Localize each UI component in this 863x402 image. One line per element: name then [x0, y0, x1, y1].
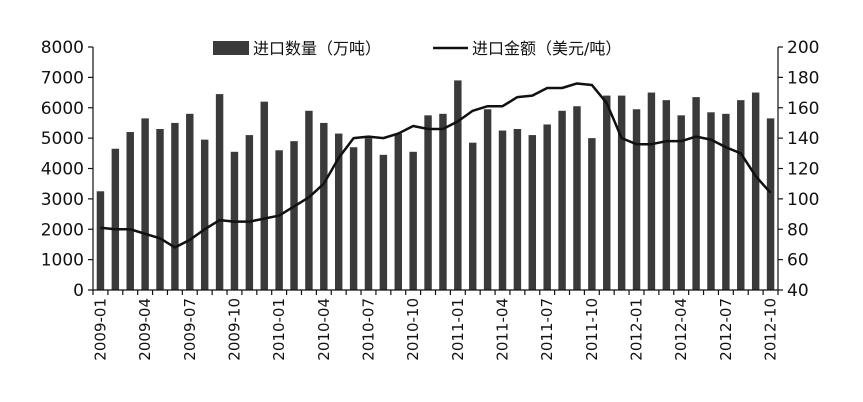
x-tick-label: 2012-04 — [672, 298, 690, 361]
right-tick-label: 80 — [787, 220, 809, 240]
bar-2010-12 — [439, 113, 447, 290]
legend: 进口数量（万吨） 进口金额（美元/吨） — [213, 39, 621, 58]
bar-2010-04 — [320, 122, 328, 290]
bar-2011-03 — [483, 109, 492, 290]
right-tick-label: 180 — [787, 68, 819, 88]
x-tick-label: 2009-07 — [181, 298, 199, 361]
bar-2009-02 — [111, 148, 120, 290]
bar-2009-06 — [171, 122, 179, 290]
line-price — [100, 82, 772, 249]
bar-2009-03 — [126, 132, 134, 290]
bar-2012-08 — [737, 100, 745, 290]
bar-2012-02 — [647, 92, 656, 290]
bar-2012-06 — [707, 112, 715, 291]
bar-2011-10 — [588, 138, 596, 290]
left-tick-label: 3000 — [41, 190, 84, 210]
bar-2010-05 — [334, 133, 343, 290]
x-tick-label: 2009-10 — [225, 298, 243, 361]
left-tick-label: 5000 — [41, 129, 84, 149]
left-tick-label: 2000 — [41, 220, 84, 240]
bar-2010-08 — [379, 154, 388, 290]
bar-series — [96, 80, 775, 291]
x-tick-label: 2010-10 — [404, 298, 422, 361]
axes: 0 1000 2000 3000 4000 5000 6000 7000 8000 40 60 80 1… — [41, 38, 820, 361]
x-tick-label: 2012-01 — [628, 298, 646, 361]
left-tick-label: 4000 — [41, 160, 84, 180]
bar-2010-06 — [349, 147, 358, 290]
bar-2009-04 — [141, 118, 149, 290]
bar-2010-09 — [394, 133, 402, 290]
bar-2011-08 — [558, 110, 566, 290]
bar-2009-07 — [186, 113, 194, 290]
right-tick-label: 100 — [787, 190, 819, 210]
left-tick-label: 0 — [73, 281, 84, 301]
bar-2011-02 — [469, 142, 477, 290]
bar-2009-08 — [200, 139, 209, 290]
bar-2011-04 — [498, 130, 507, 290]
bar-2011-06 — [528, 135, 537, 290]
bar-2009-11 — [245, 135, 254, 290]
bar-2011-07 — [543, 124, 551, 290]
right-tick-label: 60 — [787, 251, 809, 271]
bar-2011-11 — [603, 95, 611, 290]
right-tick-label: 200 — [787, 38, 819, 58]
left-tick-label: 1000 — [41, 251, 84, 271]
left-tick-label: 8000 — [41, 38, 84, 58]
left-tick-label: 6000 — [41, 99, 84, 119]
line-series — [100, 82, 772, 249]
bar-2011-01 — [454, 80, 462, 290]
bar-2009-05 — [156, 129, 164, 290]
bar-2012-05 — [692, 97, 700, 291]
x-tick-label: 2012-10 — [762, 298, 780, 361]
bar-2012-03 — [662, 100, 671, 290]
x-tick-label: 2011-01 — [449, 298, 467, 361]
x-tick-label: 2010-04 — [315, 298, 333, 361]
x-tick-label: 2011-07 — [538, 298, 556, 361]
bar-2010-11 — [424, 115, 432, 290]
bar-2012-09 — [751, 92, 760, 290]
left-tick-label: 7000 — [41, 68, 84, 88]
bar-2012-10 — [766, 118, 775, 290]
legend-label-line: 进口金额（美元/吨） — [472, 39, 621, 58]
legend-swatch-bar — [213, 41, 249, 55]
right-tick-label: 120 — [787, 160, 819, 180]
x-tick-label: 2009-01 — [91, 298, 109, 361]
right-tick-label: 40 — [787, 281, 809, 301]
bar-2011-09 — [573, 106, 581, 290]
x-tick-label: 2010-01 — [270, 298, 288, 361]
bar-2009-12 — [260, 101, 268, 290]
bar-2012-01 — [632, 109, 641, 290]
bar-2010-01 — [275, 150, 283, 290]
x-tick-label: 2009-04 — [136, 298, 154, 361]
right-tick-label: 140 — [787, 129, 819, 149]
bar-2011-05 — [513, 129, 522, 290]
bar-2009-01 — [96, 191, 105, 290]
bar-2010-07 — [364, 138, 373, 290]
x-tick-label: 2012-07 — [717, 298, 735, 361]
bar-2009-09 — [215, 94, 224, 290]
x-tick-label: 2011-10 — [583, 298, 601, 361]
bar-2010-03 — [305, 110, 313, 290]
x-tick-label: 2010-07 — [359, 298, 377, 361]
bar-2011-12 — [617, 95, 626, 290]
bar-2010-10 — [409, 151, 417, 290]
bar-2012-04 — [677, 115, 685, 290]
bar-2010-02 — [290, 141, 298, 290]
x-tick-label: 2011-04 — [494, 298, 512, 361]
legend-label-bar: 进口数量（万吨） — [253, 39, 381, 58]
right-tick-label: 160 — [787, 99, 819, 119]
bar-2012-07 — [722, 113, 730, 290]
